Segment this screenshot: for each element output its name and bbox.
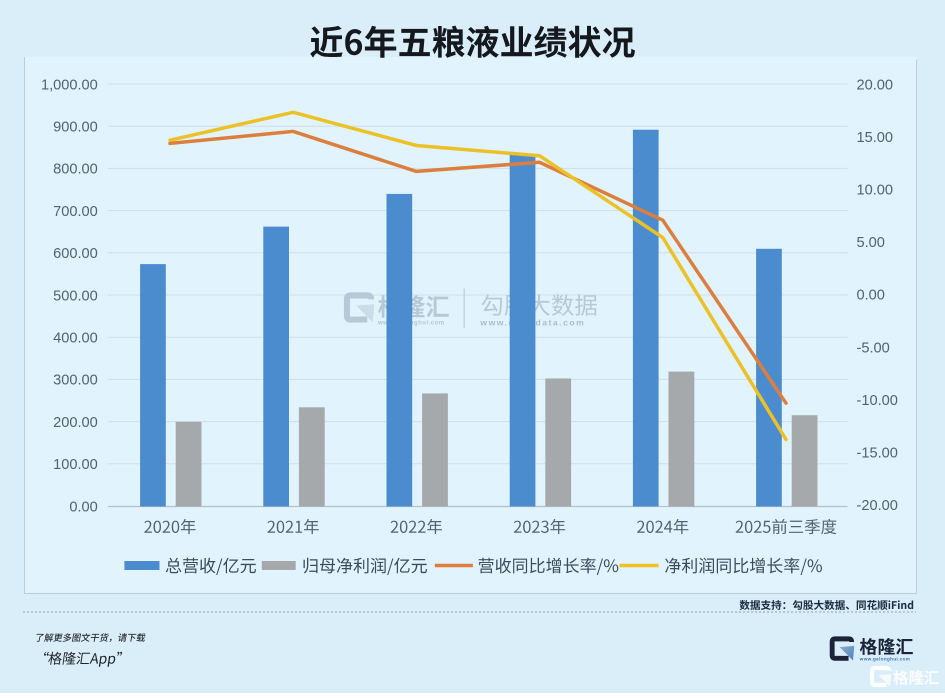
svg-text:700.00: 700.00 <box>53 204 98 220</box>
svg-text:15.00: 15.00 <box>857 130 894 146</box>
svg-text:1,000.00: 1,000.00 <box>41 77 98 93</box>
svg-text:500.00: 500.00 <box>53 288 98 304</box>
svg-text:800.00: 800.00 <box>53 162 98 178</box>
svg-text:20.00: 20.00 <box>857 77 894 93</box>
svg-text:-10.00: -10.00 <box>857 393 898 409</box>
svg-text:600.00: 600.00 <box>53 246 98 262</box>
svg-text:900.00: 900.00 <box>53 120 98 136</box>
svg-text:-15.00: -15.00 <box>857 446 898 462</box>
svg-text:www.gelonghui.com: www.gelonghui.com <box>859 656 910 661</box>
svg-text:10.00: 10.00 <box>857 183 894 199</box>
svg-text:-5.00: -5.00 <box>857 340 890 356</box>
svg-text:100.00: 100.00 <box>53 457 98 473</box>
svg-text:300.00: 300.00 <box>53 373 98 389</box>
svg-text:-20.00: -20.00 <box>857 498 898 514</box>
svg-text:5.00: 5.00 <box>857 235 885 251</box>
svg-text:200.00: 200.00 <box>53 415 98 431</box>
svg-text:400.00: 400.00 <box>53 331 98 347</box>
svg-text:0.00: 0.00 <box>857 288 885 304</box>
svg-text:0.00: 0.00 <box>69 499 97 515</box>
